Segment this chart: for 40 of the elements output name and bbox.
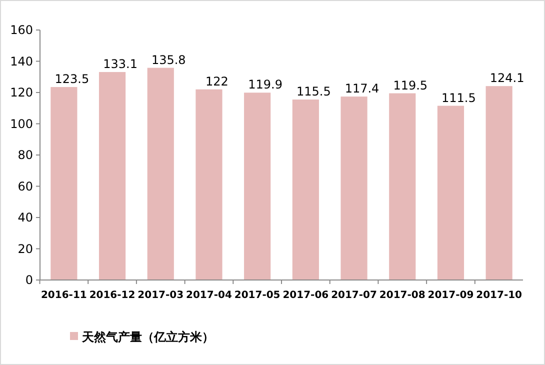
data-label: 135.8 <box>151 52 186 67</box>
y-tick-label: 80 <box>18 148 33 162</box>
bar <box>437 106 464 280</box>
x-tick-label: 2017-10 <box>476 290 522 301</box>
x-tick-label: 2017-06 <box>282 290 329 301</box>
y-tick-label: 100 <box>10 116 33 131</box>
x-tick-label: 2017-05 <box>234 290 280 301</box>
bar <box>340 96 368 280</box>
bar <box>389 93 416 280</box>
bar <box>244 92 271 280</box>
data-label: 119.5 <box>393 78 428 92</box>
x-tick-label: 2017-03 <box>138 290 184 301</box>
data-label: 119.9 <box>248 78 283 92</box>
y-tick-label: 0 <box>25 273 33 288</box>
data-label: 111.5 <box>442 90 476 105</box>
y-tick-label: 140 <box>10 54 33 68</box>
bar <box>486 86 512 280</box>
y-tick-label: 60 <box>18 179 33 194</box>
y-tick-label: 120 <box>10 86 33 100</box>
y-tick-label: 40 <box>18 210 33 225</box>
data-label: 117.4 <box>344 82 380 96</box>
x-tick-label: 2017-04 <box>186 290 232 301</box>
y-tick-label: 160 <box>10 23 33 38</box>
data-label: 124.1 <box>490 71 524 86</box>
bar <box>50 87 78 280</box>
data-label: 115.5 <box>296 84 331 99</box>
bar <box>98 72 126 280</box>
y-tick-label: 20 <box>18 242 33 256</box>
x-tick-label: 2016-12 <box>89 290 136 301</box>
legend-label: 天然气产量（亿立方米） <box>81 330 214 344</box>
bar <box>196 89 222 280</box>
x-tick-label: 2017-08 <box>379 290 426 301</box>
x-tick-label: 2017-07 <box>331 290 378 301</box>
data-label: 133.1 <box>103 57 138 72</box>
data-label: 122 <box>206 74 228 88</box>
bar <box>147 68 174 280</box>
x-tick-label: 2016-11 <box>40 290 87 301</box>
data-label: 123.5 <box>54 72 90 86</box>
x-tick-label: 2017-09 <box>428 290 474 301</box>
bar <box>292 100 319 280</box>
